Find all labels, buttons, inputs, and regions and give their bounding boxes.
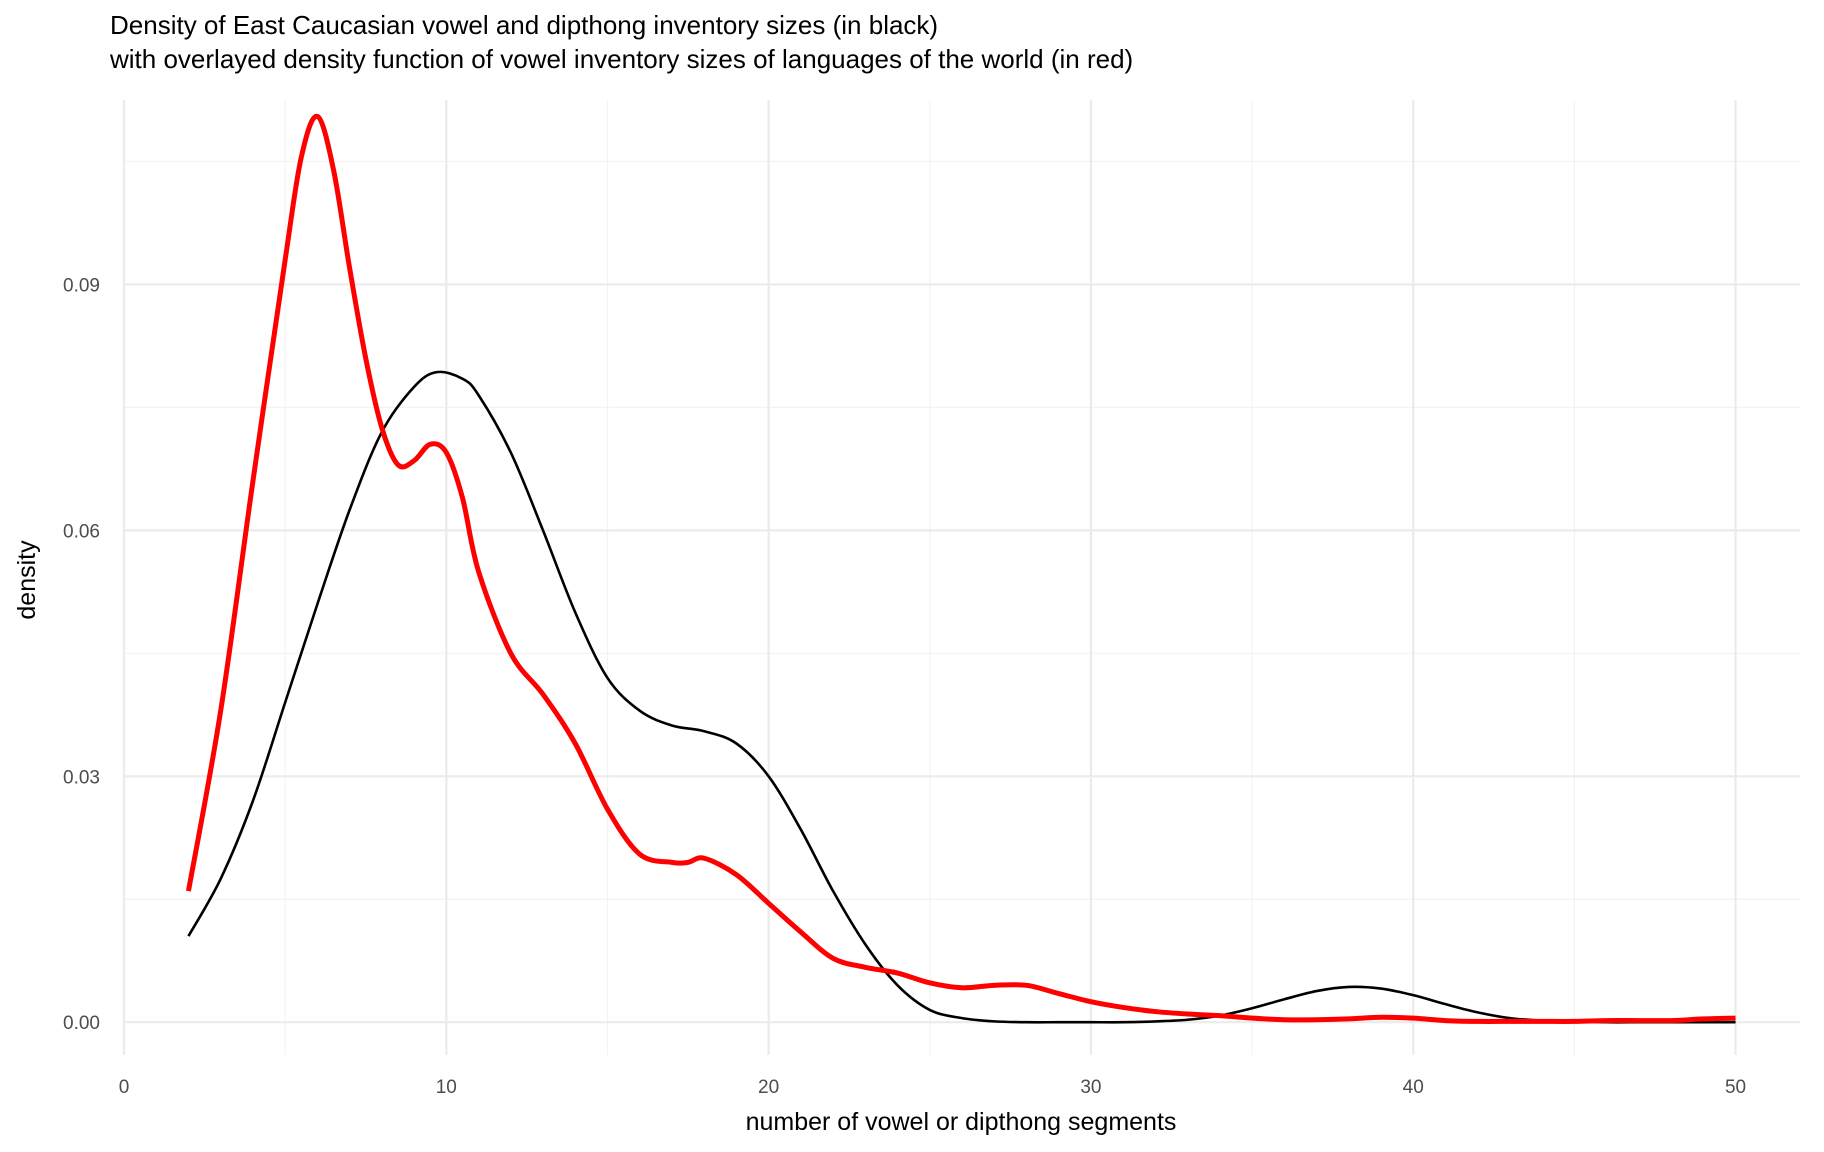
y-tick-label: 0.09 [63, 275, 100, 296]
x-tick-label: 40 [1403, 1077, 1424, 1098]
x-tick-label: 30 [1080, 1077, 1101, 1098]
x-axis-tick-labels: 0 10 20 30 40 50 [119, 1077, 1746, 1098]
series-layer [185, 113, 1736, 1024]
chart-title: Density of East Caucasian vowel and dipt… [110, 10, 938, 40]
x-tick-label: 20 [758, 1077, 779, 1098]
world-vowel-density-line [185, 113, 1736, 1024]
y-tick-label: 0.03 [63, 767, 100, 788]
y-axis-tick-labels: 0.00 0.03 0.06 0.09 [63, 275, 100, 1034]
chart-subtitle: with overlayed density function of vowel… [109, 44, 1133, 74]
plot-panel [122, 100, 1800, 1055]
y-tick-label: 0.00 [63, 1013, 100, 1034]
x-tick-label: 0 [119, 1077, 130, 1098]
x-axis-title: number of vowel or dipthong segments [746, 1108, 1177, 1136]
major-gridlines [122, 100, 1800, 1055]
y-axis-title: density [13, 540, 41, 620]
x-tick-label: 10 [436, 1077, 457, 1098]
minor-gridlines [124, 100, 1800, 1055]
y-tick-label: 0.06 [63, 521, 100, 542]
east-caucasian-density-line [187, 370, 1736, 1024]
x-tick-label: 50 [1725, 1077, 1746, 1098]
